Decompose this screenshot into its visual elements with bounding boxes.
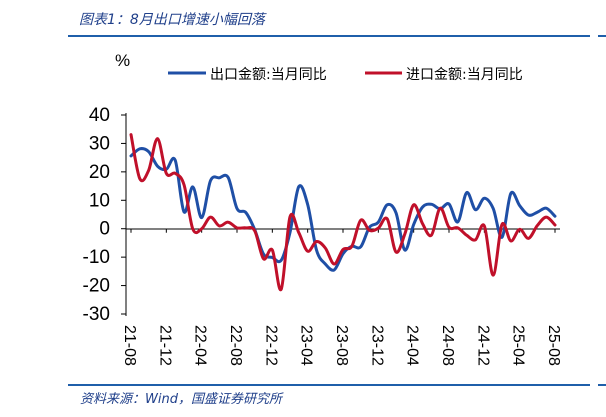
x-tick-label: 23-08	[333, 325, 350, 366]
x-tick-label: 24-08	[439, 325, 456, 366]
x-tick-label: 24-12	[474, 325, 491, 366]
y-ticks: 40 30 20 10 0 -10 -20 -30	[83, 105, 126, 325]
x-tick-label: 23-04	[298, 325, 315, 366]
series-line-export	[129, 147, 557, 272]
x-tick-label: 22-04	[192, 325, 209, 366]
x-tick-label: 23-12	[368, 325, 385, 366]
y-tick-label: 40	[89, 105, 110, 126]
y-tick-label: 20	[89, 162, 110, 183]
x-tick-label: 22-08	[227, 325, 244, 366]
x-tick-label: 24-04	[404, 325, 421, 366]
x-tick-label: 25-08	[545, 325, 562, 366]
x-tick-label: 21-08	[121, 325, 138, 366]
x-tick-label: 25-04	[510, 325, 527, 366]
y-tick-label: -30	[83, 304, 110, 325]
x-tick-label: 22-12	[262, 325, 279, 366]
y-tick-label: -10	[83, 247, 110, 268]
x-ticks: 21-08 21-12 22-04 22-08 22-12 23-04 23-08 23-12…	[121, 228, 562, 366]
series-line-import	[129, 133, 557, 291]
x-tick-label: 21-12	[156, 325, 173, 366]
series-lines	[129, 133, 557, 291]
legend-label-import: 进口金额:当月同比	[406, 67, 523, 83]
y-tick-label: 10	[89, 190, 110, 211]
chart-caption: 图表1：8月出口增速小幅回落	[79, 12, 267, 28]
legend: 出口金额:当月同比 进口金额:当月同比	[168, 67, 523, 83]
legend-label-export: 出口金额:当月同比	[210, 67, 327, 83]
source-note: 资料来源：Wind，国盛证券研究所	[80, 391, 284, 407]
y-tick-label: -20	[83, 276, 110, 297]
y-tick-label: 30	[89, 133, 110, 154]
y-tick-label: 0	[99, 219, 110, 240]
y-unit-label: %	[115, 51, 130, 70]
